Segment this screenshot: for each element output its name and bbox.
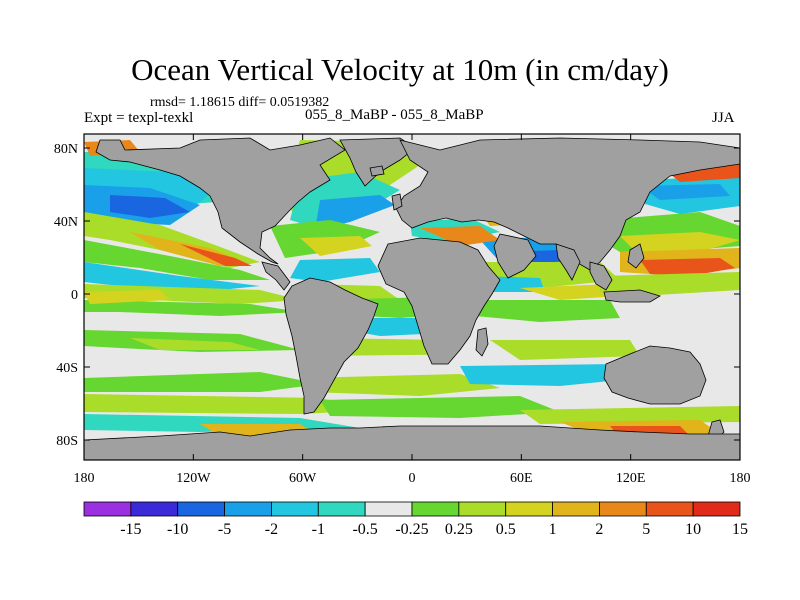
land-africa — [377, 237, 501, 365]
land-japan — [627, 243, 645, 269]
axis-ticks — [83, 134, 741, 460]
season-label: JJA — [712, 110, 735, 126]
lon-tick-label: 120E — [616, 471, 646, 486]
colorbar-label: 15 — [732, 521, 748, 538]
land-australia — [603, 345, 707, 405]
colorbar-label: 5 — [642, 521, 650, 538]
lon-tick-label: 60W — [289, 471, 317, 486]
lat-tick-label: 80N — [54, 142, 78, 157]
land-british-isles — [391, 193, 403, 211]
colorbar-swatch — [177, 501, 225, 517]
land-masses — [84, 137, 740, 460]
colorbar-label: -10 — [167, 521, 188, 538]
experiment-label: 055_8_MaBP - 055_8_MaBP — [305, 107, 484, 123]
colorbar-label: -1 — [312, 521, 325, 538]
colorbar-swatch — [83, 501, 132, 517]
land-north-america — [95, 137, 346, 265]
lon-tick-label: 180 — [74, 471, 95, 486]
lat-tick-label: 80S — [56, 434, 78, 449]
lat-tick-label: 40S — [56, 361, 78, 376]
colorbar-label: -5 — [218, 521, 231, 538]
colorbar-swatch — [458, 501, 507, 517]
land-arabia — [493, 233, 537, 279]
land-central-america — [261, 261, 291, 291]
expt-label: Expt = texpl-texkl — [84, 110, 194, 126]
stats-text: rmsd= 1.18615 diff= 0.0519382 — [150, 95, 330, 110]
colorbar-label: 1 — [549, 521, 557, 538]
colorbar-swatch — [364, 501, 413, 517]
map-panel — [84, 134, 740, 460]
colorbar-label: 0.5 — [496, 521, 516, 538]
colorbar-swatch — [411, 501, 460, 517]
colorbar-swatch — [317, 501, 366, 517]
colorbar-swatch — [271, 501, 319, 517]
land-indonesia — [603, 289, 661, 303]
colorbar-label: -15 — [120, 521, 141, 538]
chart-title: Ocean Vertical Velocity at 10m (in cm/da… — [131, 52, 669, 87]
colorbar-swatch — [645, 501, 694, 517]
lon-tick-label: 180 — [730, 471, 751, 486]
colorbar-swatch — [130, 501, 179, 517]
colorbar-label: -0.5 — [352, 521, 377, 538]
colorbar-swatch — [505, 501, 553, 517]
colorbar-label: 0.25 — [445, 521, 473, 538]
lon-tick-label: 0 — [409, 471, 416, 486]
colorbar-swatch — [692, 501, 741, 517]
colorbar-swatch — [552, 501, 600, 517]
latitude-axis: 80N 40N 0 40S 80S — [54, 142, 78, 449]
colorbar — [83, 501, 741, 517]
colorbar-label: 2 — [595, 521, 603, 538]
colorbar-swatch — [224, 501, 272, 517]
colorbar-label: -0.25 — [395, 521, 428, 538]
colorbar-label: -2 — [265, 521, 278, 538]
colorbar-labels: -15 -10 -5 -2 -1 -0.5 -0.25 0.25 0.5 1 2 5 10 15 — [120, 521, 748, 538]
land-madagascar — [475, 327, 489, 357]
lat-tick-label: 0 — [71, 288, 78, 303]
lat-tick-label: 40N — [54, 215, 78, 230]
lon-tick-label: 60E — [510, 471, 533, 486]
land-india — [555, 243, 581, 281]
colorbar-swatch — [599, 501, 647, 517]
colorbar-label: 10 — [685, 521, 701, 538]
land-southeast-asia — [589, 261, 613, 291]
land-antarctica — [84, 425, 740, 460]
longitude-axis: 180 120W 60W 0 60E 120E 180 — [74, 471, 751, 486]
land-south-america — [283, 277, 379, 415]
lon-tick-label: 120W — [176, 471, 211, 486]
land-iceland — [369, 165, 385, 177]
